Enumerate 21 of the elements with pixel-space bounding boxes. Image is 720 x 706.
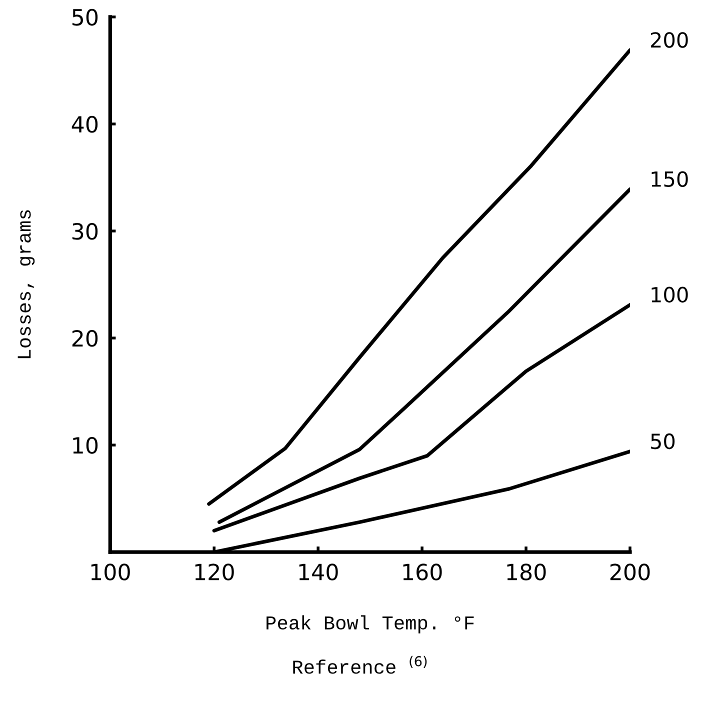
line-series [207, 48, 630, 506]
text: Reference $^{(6)}$ [293, 656, 427, 674]
series-label: 50 [651, 433, 675, 450]
y-tick-label: 40 [72, 116, 98, 133]
x-tick-label: 140 [299, 564, 338, 580]
series-label: 100 [652, 286, 688, 303]
y-tick-label: 10 [73, 437, 98, 454]
x-tick-label: 200 [610, 564, 650, 580]
y-tick-label: 50 [72, 8, 98, 26]
line-series [212, 303, 630, 532]
x-axis-title: Peak Bowl Temp. °F [266, 615, 474, 634]
line-series [218, 187, 630, 524]
series-label: 200 [650, 32, 688, 48]
y-axis-title: Losses, grams [18, 210, 35, 358]
x-tick-label: 120 [195, 564, 234, 580]
series-label: 150 [652, 171, 688, 187]
x-tick-label: 160 [403, 564, 442, 580]
x-tick-label: 180 [507, 564, 546, 580]
x-tick-label: 100 [91, 564, 130, 580]
y-tick-label: 20 [72, 330, 98, 347]
y-tick-label: 30 [72, 222, 98, 240]
